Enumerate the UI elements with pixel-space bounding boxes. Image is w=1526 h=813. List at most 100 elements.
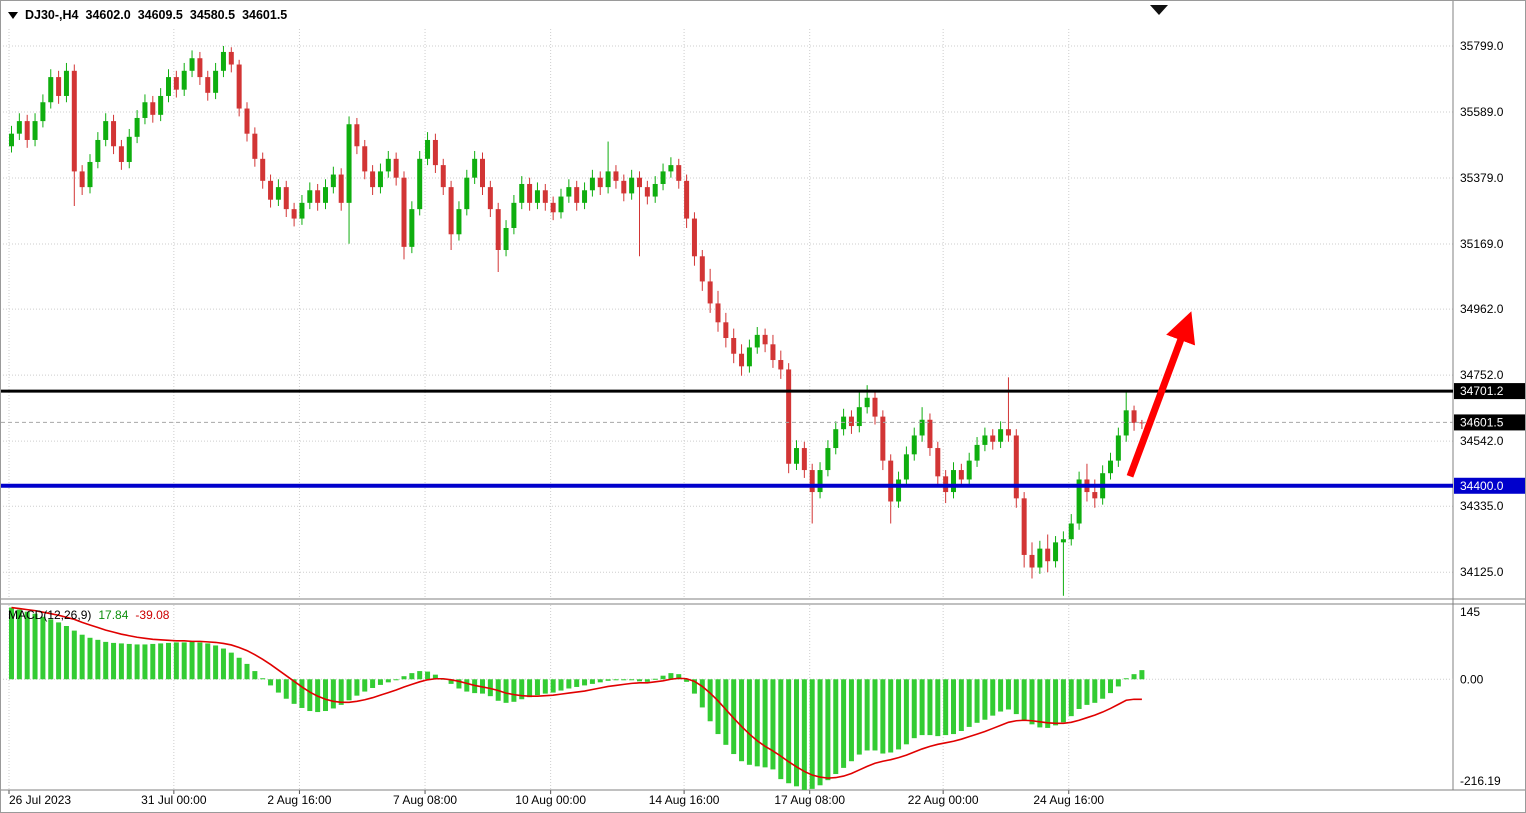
candle-body <box>911 435 917 455</box>
macd-bar <box>24 611 30 680</box>
candle-body <box>56 77 62 96</box>
candle-body <box>723 322 729 339</box>
candle-body <box>794 448 799 464</box>
candle-body <box>982 435 988 445</box>
macd-bar <box>181 642 187 680</box>
macd-bar <box>731 679 737 755</box>
price-tick-label: 34542.0 <box>1460 434 1504 448</box>
macd-bar <box>746 679 752 765</box>
macd-bar <box>558 679 564 691</box>
candle-body <box>809 470 815 493</box>
macd-bar <box>323 679 328 712</box>
candle-body <box>173 77 179 90</box>
candle-body <box>275 187 281 200</box>
macd-bar <box>1053 679 1059 726</box>
macd-bar <box>1068 679 1074 717</box>
macd-bar <box>370 679 376 688</box>
macd-bar <box>1108 679 1113 694</box>
candle-body <box>315 190 321 203</box>
candle-body <box>24 121 30 140</box>
candle-body <box>244 108 250 134</box>
candle-body <box>338 174 344 203</box>
macd-bar <box>385 679 391 683</box>
macd-bar <box>79 634 85 680</box>
candle-body <box>691 218 697 257</box>
candle-body <box>621 180 627 194</box>
candle-body <box>330 174 336 188</box>
candle-body <box>927 419 933 449</box>
macd-bar <box>16 609 22 680</box>
candle-body <box>71 70 77 172</box>
macd-bar <box>1005 679 1011 710</box>
macd-bar <box>63 626 69 680</box>
macd-bar <box>244 663 250 680</box>
time-tick-label: 22 Aug 00:00 <box>908 793 979 807</box>
candle-body <box>1045 548 1051 562</box>
macd-bar <box>393 679 399 681</box>
candle-body <box>393 158 399 178</box>
candle-body <box>432 139 438 166</box>
candle-body <box>472 158 478 178</box>
macd-bar <box>848 679 854 762</box>
candle-body <box>150 102 156 115</box>
price-tick-label: 35379.0 <box>1460 171 1504 185</box>
macd-bar <box>401 676 407 680</box>
macd-bar <box>652 678 658 680</box>
candle-body <box>495 209 501 250</box>
macd-bar <box>87 637 93 680</box>
candle-body <box>511 202 517 228</box>
candle-body <box>872 397 878 417</box>
macd-bar <box>291 679 297 704</box>
trend-arrow[interactable] <box>1126 311 1196 478</box>
candle-body <box>660 171 666 184</box>
candle-body <box>456 209 462 235</box>
candle-body <box>652 183 658 197</box>
macd-bar <box>1021 679 1027 721</box>
ohlc-low: 34580.5 <box>189 8 236 22</box>
macd-bar <box>809 679 815 789</box>
macd-bar <box>9 607 14 680</box>
macd-bar <box>786 679 792 784</box>
macd-bar <box>448 679 454 684</box>
candle-body <box>731 338 737 354</box>
macd-bar <box>330 679 336 709</box>
price-tick-label: 35589.0 <box>1460 105 1504 119</box>
macd-bar <box>166 642 171 680</box>
candle-body <box>87 161 93 188</box>
candle-body <box>1068 523 1074 540</box>
macd-bar <box>990 679 996 716</box>
macd-bar <box>213 645 219 680</box>
macd-bar <box>425 671 431 680</box>
symbol-dropdown-icon[interactable] <box>8 11 18 19</box>
candle-body <box>448 187 454 235</box>
candle-body <box>684 180 690 219</box>
candle-body <box>605 171 611 188</box>
candle-body <box>464 177 470 210</box>
candle-body <box>181 70 187 90</box>
macd-bar <box>762 679 768 768</box>
candle-body <box>291 209 297 219</box>
candle-body <box>103 121 109 140</box>
time-tick-label: 7 Aug 08:00 <box>393 793 457 807</box>
macd-bar <box>951 679 956 735</box>
macd-bar <box>833 679 839 775</box>
candle-body <box>95 139 101 162</box>
candle-body <box>425 139 431 159</box>
candle-body <box>864 397 870 408</box>
candle-body <box>299 202 305 219</box>
candle-body <box>487 187 493 210</box>
price-tick-label: 34752.0 <box>1460 368 1504 382</box>
symbol-timeframe: DJ30-,H4 <box>25 8 79 22</box>
macd-bar <box>880 679 886 754</box>
candle-body <box>880 416 886 461</box>
macd-bar <box>236 657 242 680</box>
current-price-price-badge <box>1454 414 1525 431</box>
macd-bar <box>966 679 972 727</box>
macd-bar <box>542 679 548 694</box>
candle-body <box>213 70 219 93</box>
chart-shift-marker-icon[interactable] <box>1150 5 1168 15</box>
macd-bar <box>299 679 305 708</box>
macd-bar <box>637 679 642 682</box>
